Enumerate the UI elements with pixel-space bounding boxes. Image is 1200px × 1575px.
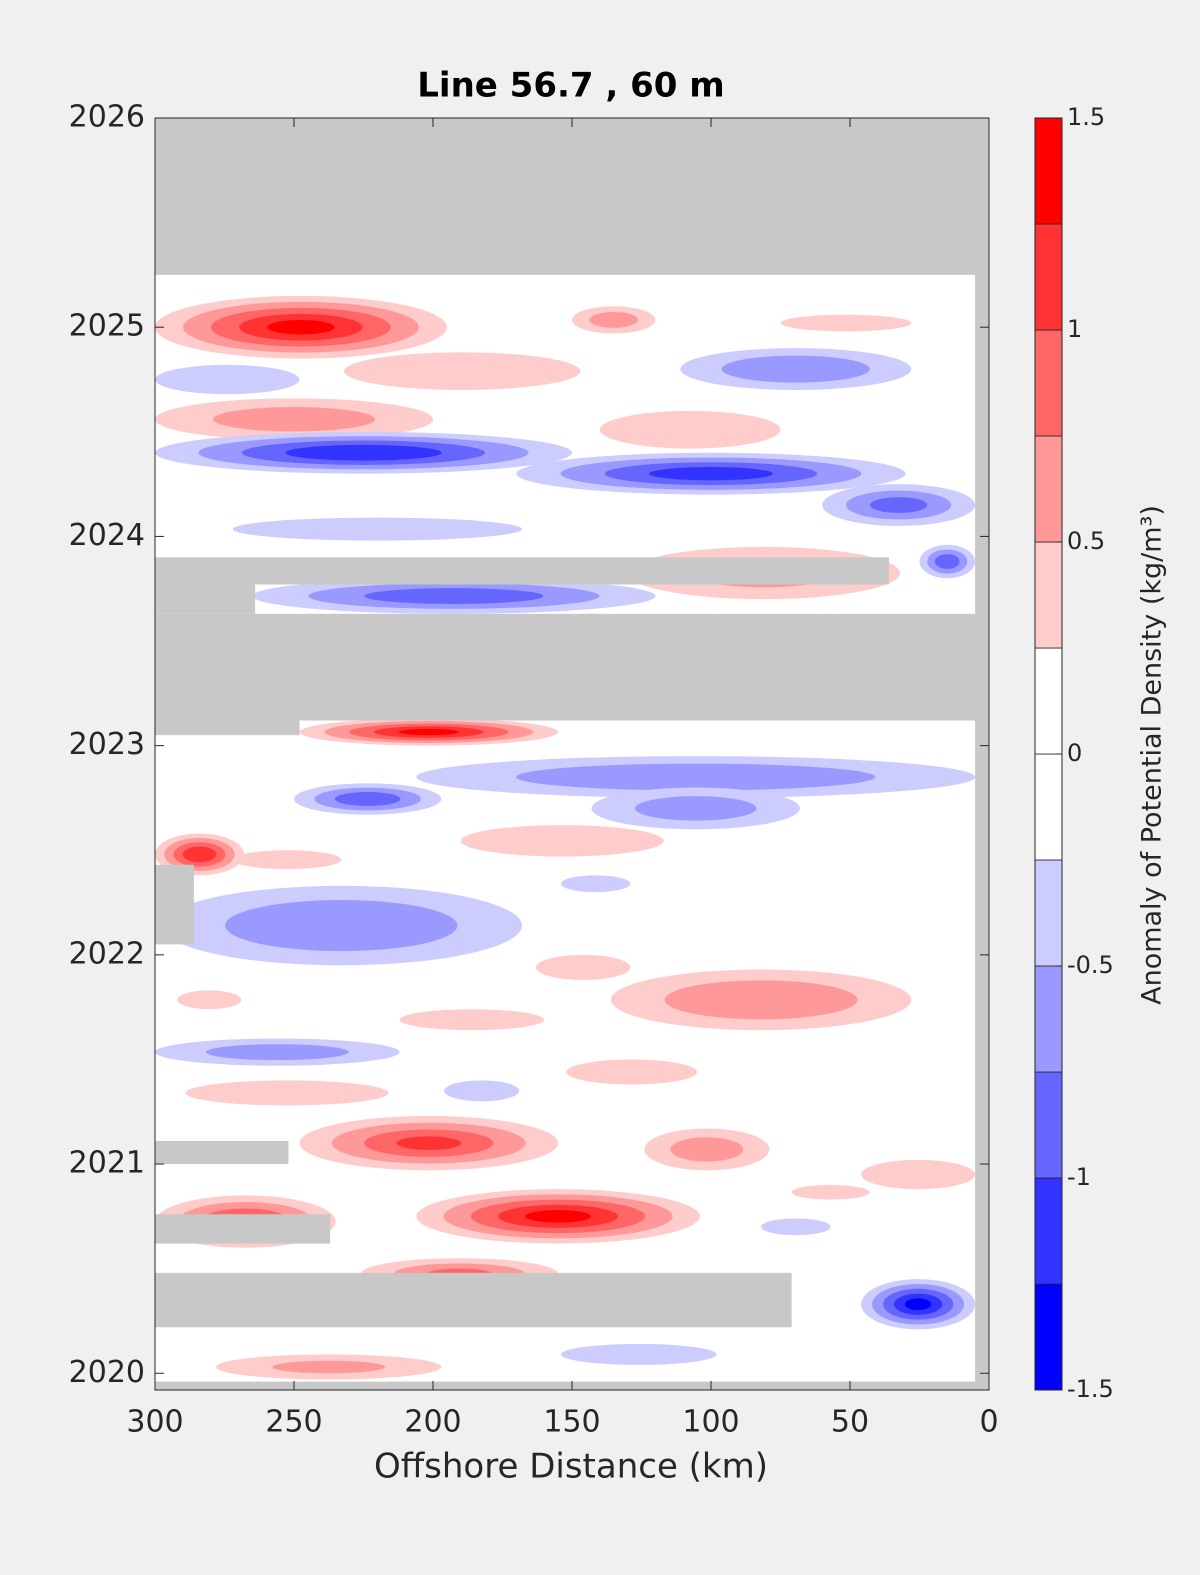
x-axis-label: Offshore Distance (km) bbox=[374, 1447, 768, 1487]
colorbar-segment bbox=[1034, 329, 1063, 437]
x-tick-label: 300 bbox=[126, 1405, 183, 1440]
colorbar-tick-label: 0.5 bbox=[1067, 527, 1105, 555]
contour-level bbox=[444, 1080, 520, 1102]
contour-level bbox=[344, 352, 581, 390]
contour-field bbox=[155, 118, 989, 1390]
colorbar-segment bbox=[1034, 223, 1063, 331]
colorbar-tick-label: 0 bbox=[1067, 739, 1082, 767]
contour-level bbox=[589, 311, 639, 328]
colorbar-tick-label: -1.5 bbox=[1067, 1375, 1114, 1403]
contour-level bbox=[761, 1218, 831, 1236]
colorbar-segment bbox=[1034, 1071, 1063, 1179]
x-tick-label: 250 bbox=[265, 1405, 322, 1440]
contour-level bbox=[399, 1009, 545, 1031]
colorbar-segment bbox=[1034, 1283, 1063, 1391]
colorbar-segment bbox=[1034, 859, 1063, 967]
y-tick-label: 2024 bbox=[69, 518, 145, 553]
x-tick-label: 150 bbox=[543, 1405, 600, 1440]
y-tick-label: 2026 bbox=[69, 100, 145, 135]
contour-level bbox=[232, 517, 522, 541]
missing-data bbox=[155, 557, 889, 585]
colorbar-tick-label: 1.5 bbox=[1067, 103, 1105, 131]
contour-level bbox=[272, 1360, 386, 1374]
chart-title: Line 56.7 , 60 m bbox=[417, 66, 724, 106]
missing-data bbox=[155, 1272, 792, 1328]
missing-data bbox=[155, 613, 989, 721]
missing-data bbox=[975, 274, 989, 1390]
contour-level bbox=[560, 1343, 717, 1365]
contour-level bbox=[664, 980, 858, 1020]
contour-level bbox=[904, 1298, 932, 1311]
colorbar-segment bbox=[1034, 1177, 1063, 1285]
contour-level bbox=[398, 728, 459, 736]
contour-level bbox=[267, 319, 335, 335]
missing-data bbox=[155, 720, 300, 736]
contour-level bbox=[634, 796, 757, 821]
y-tick-label: 2023 bbox=[69, 727, 145, 762]
missing-data bbox=[155, 584, 256, 614]
contour-level bbox=[861, 1159, 976, 1190]
contour-level bbox=[791, 1184, 870, 1200]
contour-level bbox=[599, 410, 781, 449]
contour-level bbox=[182, 846, 217, 863]
colorbar-segment bbox=[1034, 965, 1063, 1073]
contour-level bbox=[177, 990, 242, 1010]
contour-level bbox=[212, 407, 376, 432]
colorbar-tick-label: 1 bbox=[1067, 315, 1082, 343]
colorbar-segment bbox=[1034, 541, 1063, 649]
x-tick-label: 100 bbox=[682, 1405, 739, 1440]
contour-level bbox=[934, 554, 960, 569]
contour-level bbox=[780, 314, 912, 332]
contour-level bbox=[670, 1137, 744, 1162]
colorbar-segment bbox=[1034, 117, 1063, 225]
missing-data bbox=[155, 864, 194, 945]
colorbar-segment bbox=[1034, 647, 1063, 755]
contour-level bbox=[364, 588, 544, 604]
contour-level bbox=[396, 1136, 462, 1150]
missing-data bbox=[155, 118, 989, 275]
x-tick-label: 50 bbox=[831, 1405, 869, 1440]
x-tick-label: 200 bbox=[404, 1405, 461, 1440]
contour-level bbox=[232, 850, 342, 870]
x-tick-label: 0 bbox=[979, 1405, 998, 1440]
contour-level bbox=[535, 954, 631, 980]
colorbar-tick-label: -1 bbox=[1067, 1163, 1091, 1191]
contour-level bbox=[460, 825, 664, 857]
contour-level bbox=[225, 899, 458, 952]
contour-level bbox=[285, 444, 442, 461]
y-tick-label: 2020 bbox=[69, 1355, 145, 1390]
contour-level bbox=[155, 364, 300, 395]
colorbar-segment bbox=[1034, 435, 1063, 543]
contour-level bbox=[205, 1044, 349, 1061]
contour-level bbox=[649, 467, 773, 481]
contour-level bbox=[721, 355, 870, 383]
y-tick-label: 2021 bbox=[69, 1146, 145, 1181]
y-tick-label: 2022 bbox=[69, 936, 145, 971]
contour-level bbox=[516, 763, 876, 791]
colorbar-segment bbox=[1034, 753, 1063, 861]
contour-level bbox=[560, 875, 631, 893]
colorbar-label: Anomaly of Potential Density (kg/m³) bbox=[1137, 505, 1168, 1005]
missing-data bbox=[155, 1214, 331, 1244]
contour-level bbox=[334, 792, 401, 806]
contour-level bbox=[185, 1080, 389, 1106]
y-tick-label: 2025 bbox=[69, 309, 145, 344]
contour-level bbox=[525, 1210, 591, 1223]
missing-data bbox=[155, 1141, 289, 1165]
contour-level bbox=[869, 497, 928, 513]
colorbar-tick-label: -0.5 bbox=[1067, 951, 1114, 979]
contour-level bbox=[566, 1059, 698, 1085]
